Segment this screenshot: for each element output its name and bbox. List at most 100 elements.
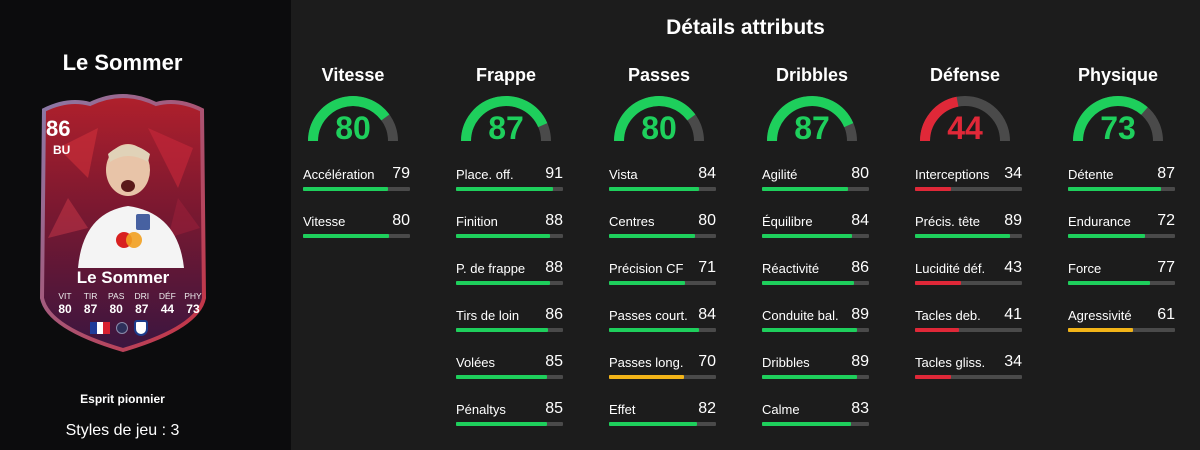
stat-lucidite-def: Lucidité déf. 43 — [915, 259, 1022, 307]
stat-effet: Effet 82 — [609, 400, 716, 448]
stat-bar-track — [915, 234, 1022, 238]
stat-value: 80 — [392, 212, 410, 229]
stat-acceleration: Accélération 79 — [303, 165, 410, 213]
card-stat-value: 80 — [109, 302, 123, 316]
stat-value: 84 — [851, 212, 869, 229]
stat-bar-track — [456, 187, 563, 191]
stat-place-off: Place. off. 91 — [456, 165, 563, 213]
card-stat-label: PHY — [184, 291, 202, 301]
category-title: Vitesse — [321, 65, 385, 85]
stat-detente: Détente 87 — [1068, 165, 1175, 213]
category-value: 80 — [641, 110, 677, 146]
stat-value: 84 — [698, 306, 716, 323]
category-title: Dribbles — [775, 65, 849, 85]
stat-tacles-deb: Tacles deb. 41 — [915, 306, 1022, 354]
stat-bar-fill — [915, 328, 959, 332]
stat-bar-fill — [456, 187, 554, 191]
stat-value: 80 — [851, 165, 869, 182]
stat-bar-fill — [609, 187, 699, 191]
gauge-fill — [308, 96, 390, 142]
stat-bar-fill — [456, 422, 547, 426]
stat-reactivite: Réactivité 86 — [762, 259, 869, 307]
stat-dribbles: Dribbles 89 — [762, 353, 869, 401]
stat-bar-track — [303, 187, 410, 191]
stat-bar-track — [609, 328, 716, 332]
card-stats: VIT 80 TIR 87 PAS 80 DRI 87 DÉF 44 PHY 73 — [54, 291, 204, 316]
stat-bar-track — [303, 234, 410, 238]
stat-label: Effet — [609, 402, 636, 417]
stat-bar-track — [915, 281, 1022, 285]
card-stat-label: VIT — [58, 291, 72, 301]
stat-label: Centres — [609, 214, 655, 229]
stat-bar-track — [762, 375, 869, 379]
category-physique: Physique 73 Détente 87 Endurance 72 Force 77 Agr… — [1056, 55, 1200, 450]
stat-label: Finition — [456, 214, 498, 229]
stat-bar-fill — [915, 187, 952, 191]
stat-bar-track — [609, 422, 716, 426]
category-value: 80 — [335, 110, 371, 146]
stat-bar-fill — [915, 234, 1011, 238]
card-stat-label: PAS — [107, 291, 125, 301]
card-stat-value: 80 — [58, 302, 72, 316]
stat-bar-fill — [762, 375, 858, 379]
category-gauge — [461, 96, 551, 142]
stat-calme: Calme 83 — [762, 400, 869, 448]
stat-label: Conduite bal. — [762, 308, 839, 323]
stat-bar-track — [1068, 234, 1175, 238]
stat-label: Endurance — [1068, 214, 1131, 229]
stat-bar-fill — [1068, 328, 1134, 332]
club-badge-icon — [134, 320, 148, 336]
stat-value: 71 — [698, 259, 716, 276]
stat-bar-track — [915, 328, 1022, 332]
stat-value: 89 — [1004, 212, 1022, 229]
stat-bar-fill — [1068, 187, 1162, 191]
card-stat-label: DRI — [134, 291, 150, 301]
stat-value: 34 — [1004, 165, 1022, 182]
stat-bar-fill — [762, 328, 858, 332]
gauge-fill — [461, 96, 548, 142]
stat-vista: Vista 84 — [609, 165, 716, 213]
stat-label: Dribbles — [762, 355, 810, 370]
category-vitesse: Vitesse 80 Accélération 79 Vitesse 80 — [291, 55, 441, 450]
stat-value: 89 — [851, 353, 869, 370]
stat-bar-fill — [303, 234, 389, 238]
stat-label: Agressivité — [1068, 308, 1132, 323]
stat-value: 80 — [698, 212, 716, 229]
stat-force: Force 77 — [1068, 259, 1175, 307]
stat-value: 86 — [545, 306, 563, 323]
stat-value: 88 — [545, 259, 563, 276]
card-badges — [90, 320, 148, 336]
stat-centres: Centres 80 — [609, 212, 716, 260]
stat-label: Tacles gliss. — [915, 355, 986, 370]
stat-value: 72 — [1157, 212, 1175, 229]
card-stat-label: TIR — [83, 291, 98, 301]
stat-label: Tirs de loin — [456, 308, 520, 323]
stat-bar-track — [456, 375, 563, 379]
stat-value: 77 — [1157, 259, 1175, 276]
stat-bar-fill — [915, 375, 952, 379]
stat-value: 84 — [698, 165, 716, 182]
category-gauge — [308, 96, 398, 142]
stat-value: 88 — [545, 212, 563, 229]
category-title: Frappe — [475, 65, 536, 85]
stat-value: 85 — [545, 400, 563, 417]
stat-value: 83 — [851, 400, 869, 417]
stat-value: 86 — [851, 259, 869, 276]
stat-equilibre: Équilibre 84 — [762, 212, 869, 260]
playstyles-count: Styles de jeu : 3 — [65, 422, 180, 439]
stat-tirs-de-loin: Tirs de loin 86 — [456, 306, 563, 354]
stat-bar-track — [609, 375, 716, 379]
stat-bar-track — [609, 281, 716, 285]
stat-bar-fill — [1068, 281, 1151, 285]
stat-label: Passes court. — [609, 308, 688, 323]
stat-bar-track — [915, 187, 1022, 191]
stat-passes-court: Passes court. 84 — [609, 306, 716, 354]
stat-bar-fill — [456, 281, 551, 285]
category-passes: Passes 80 Vista 84 Centres 80 Précision CF 71 Pa… — [597, 55, 747, 450]
gauge-fill — [614, 96, 696, 142]
player-card[interactable]: 86 BU Le Sommer VIT 80 TIR 87 PAS 80 DRI 87 … — [28, 88, 218, 356]
card-stat: PHY 73 — [182, 291, 204, 316]
player-panel: Le Sommer — [0, 0, 291, 450]
stat-bar-track — [456, 328, 563, 332]
stat-label: Lucidité déf. — [915, 261, 986, 276]
